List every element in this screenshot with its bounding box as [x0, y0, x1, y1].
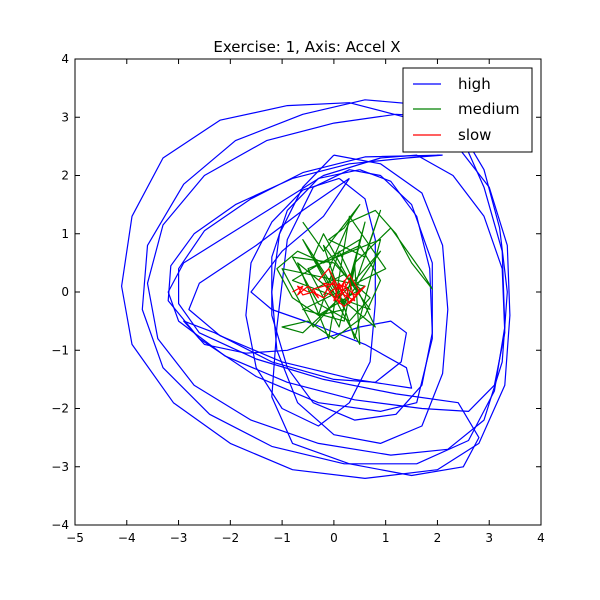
series-line-trace-11 — [276, 209, 433, 340]
y-tick-label: −3 — [51, 460, 69, 474]
x-tick-label: 1 — [382, 531, 390, 545]
x-tick-label: −4 — [118, 531, 136, 545]
y-tick-label: 2 — [61, 169, 69, 183]
series-line-trace-9 — [183, 320, 407, 383]
x-tick-label: 3 — [485, 531, 493, 545]
series-line-trace-12 — [291, 204, 382, 322]
series-line-trace-2 — [141, 99, 506, 465]
y-tick-label: −1 — [51, 343, 69, 357]
series-line-trace-5 — [188, 177, 413, 389]
x-tick-label: 0 — [330, 531, 338, 545]
chart-title: Exercise: 1, Axis: Accel X — [213, 38, 400, 56]
y-tick-label: 1 — [61, 227, 69, 241]
series-line-high — [167, 154, 480, 477]
y-tick-label: 3 — [61, 110, 69, 124]
legend-box — [402, 67, 533, 153]
series-line-trace-14 — [317, 268, 366, 308]
y-tick-label: 4 — [61, 52, 69, 66]
x-tick-label: 4 — [537, 531, 545, 545]
y-tick-label: −4 — [51, 518, 69, 532]
legend-label-slow: slow — [458, 126, 491, 144]
y-tick-label: −2 — [51, 402, 69, 416]
series-line-trace-6 — [271, 154, 449, 444]
legend-label-high: high — [458, 75, 491, 93]
series-line-slow — [292, 279, 356, 305]
legend: high medium slow — [402, 67, 533, 153]
legend-label-medium: medium — [458, 100, 520, 118]
plot-area — [120, 99, 511, 479]
series-line-trace-4 — [146, 113, 508, 456]
series-line-trace-7 — [271, 169, 433, 421]
y-tick-label: 0 — [61, 285, 69, 299]
series-line-trace-1 — [120, 102, 511, 479]
series-line-trace-3 — [167, 154, 506, 412]
series-line-trace-8 — [245, 177, 376, 427]
x-tick-label: 2 — [434, 531, 442, 545]
x-tick-label: −1 — [273, 531, 291, 545]
x-tick-label: −5 — [66, 531, 84, 545]
x-tick-label: −2 — [221, 531, 239, 545]
x-tick-label: −3 — [170, 531, 188, 545]
